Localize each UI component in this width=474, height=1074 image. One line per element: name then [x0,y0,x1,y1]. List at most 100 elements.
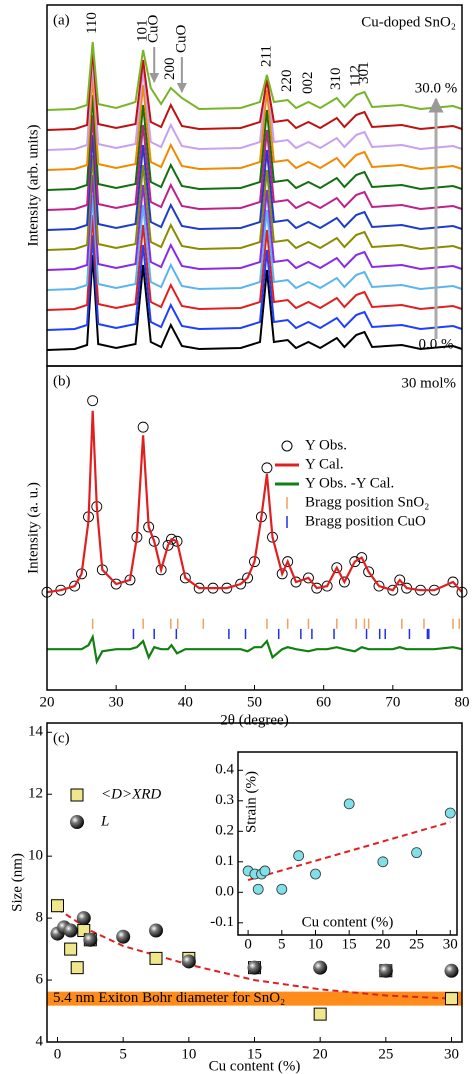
y-tick-label: 6 [36,971,44,987]
obs-point [373,580,385,592]
peak-label: 301 [356,62,372,85]
legend-label: <D>XRD [101,786,161,802]
square-point [313,1007,327,1021]
x-tick-label: 0 [244,936,252,952]
peak-label: 002 [300,72,316,95]
x-tick-label: 10 [181,1046,196,1062]
point [444,807,456,819]
y-axis-title: Strain (%) [243,771,259,833]
series-line [46,410,463,594]
square-point [149,951,163,965]
x-tick-label: 20 [375,936,390,952]
obs-point [261,462,273,474]
sphere-point [313,960,328,975]
panel-title: 30 mol% [401,375,456,391]
fit-line [247,821,451,882]
square-point [70,961,84,975]
end-label: 30.0 % [415,80,458,96]
legend-label: Bragg position CuO [305,513,426,529]
y-tick-label: -0.1 [210,914,234,930]
sphere-point [149,923,164,938]
x-tick-label: 20 [313,1046,328,1062]
obs-point [387,584,399,596]
obs-point [290,576,302,588]
series-line [46,94,463,191]
x-tick-label: 5 [278,936,286,952]
obs-point [276,568,288,580]
obs-point [356,552,368,563]
obs-point [148,535,160,547]
point [343,798,355,810]
y-tick-label: 8 [36,910,44,926]
obs-point [303,572,314,584]
obs-point [179,572,191,584]
y-tick-label: 0.4 [215,762,234,778]
x-tick-label: 25 [409,936,424,952]
obs-point [349,556,361,568]
x-tick-label: 70 [385,694,400,710]
obs-point [363,566,375,578]
legend-marker [70,788,84,802]
x-axis-title: Cu content (%) [302,914,394,930]
y-tick-label: 10 [28,848,43,864]
axes-frame [237,751,458,936]
series-line [46,174,463,271]
series-line [46,134,463,231]
obs-point [235,578,247,590]
obs-point [87,395,99,407]
peak-label: 110 [84,12,100,34]
inset-background [238,752,457,935]
sphere-point [247,960,262,975]
y-tick-label: 0.1 [215,853,234,869]
point [252,883,264,895]
y-tick-label: 14 [28,724,44,740]
x-tick-label: 10 [308,936,323,952]
panel-label: (c) [53,730,70,746]
obs-point [155,564,167,576]
x-tick-label: 20 [40,694,55,710]
legend-label: Bragg position SnO₂ [305,494,429,510]
y-tick-label: 12 [28,786,43,802]
obs-point [137,421,149,433]
sphere-point [76,911,91,926]
series-line [46,154,463,251]
legend-marker [70,815,84,829]
obs-point [166,533,177,545]
peak-label: 112 [348,65,364,87]
point [310,868,321,880]
square-point [444,992,458,1006]
square-point [51,899,65,913]
obs-point [242,572,254,584]
x-tick-label: 0 [54,1046,62,1062]
x-tick-label: 25 [378,1046,393,1062]
x-tick-label: 30 [109,694,124,710]
peak-label: CuO [146,14,162,43]
series-line [46,114,463,211]
square-point [64,942,78,956]
peak-label: CuO [173,24,189,53]
x-axis-title: 2θ (degree) [220,712,288,728]
legend-label: L [100,813,109,829]
y-axis-title: Intensity (arb. units) [25,124,41,246]
peak-label: 101 [135,20,151,43]
y-axis-title: Size (nm) [9,853,25,912]
obs-point [282,556,294,568]
series-line [46,74,463,171]
x-tick-label: 80 [455,694,470,710]
series-line [46,49,463,131]
sphere-point [444,963,459,978]
point [411,847,422,859]
peak-label: 310 [328,68,344,91]
x-tick-label: 5 [119,1046,127,1062]
obs-point [447,576,459,588]
sphere-point [63,923,78,938]
axes-frame [46,722,463,1043]
point [293,850,305,862]
x-tick-label: 40 [178,694,193,710]
series-line [46,41,463,111]
series-line [46,59,463,151]
x-tick-label: 30 [444,1046,459,1062]
obs-point [69,580,81,592]
series-line [46,194,463,291]
